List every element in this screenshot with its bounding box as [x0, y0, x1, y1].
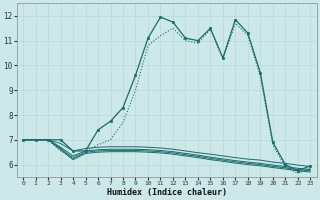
X-axis label: Humidex (Indice chaleur): Humidex (Indice chaleur)	[107, 188, 227, 197]
